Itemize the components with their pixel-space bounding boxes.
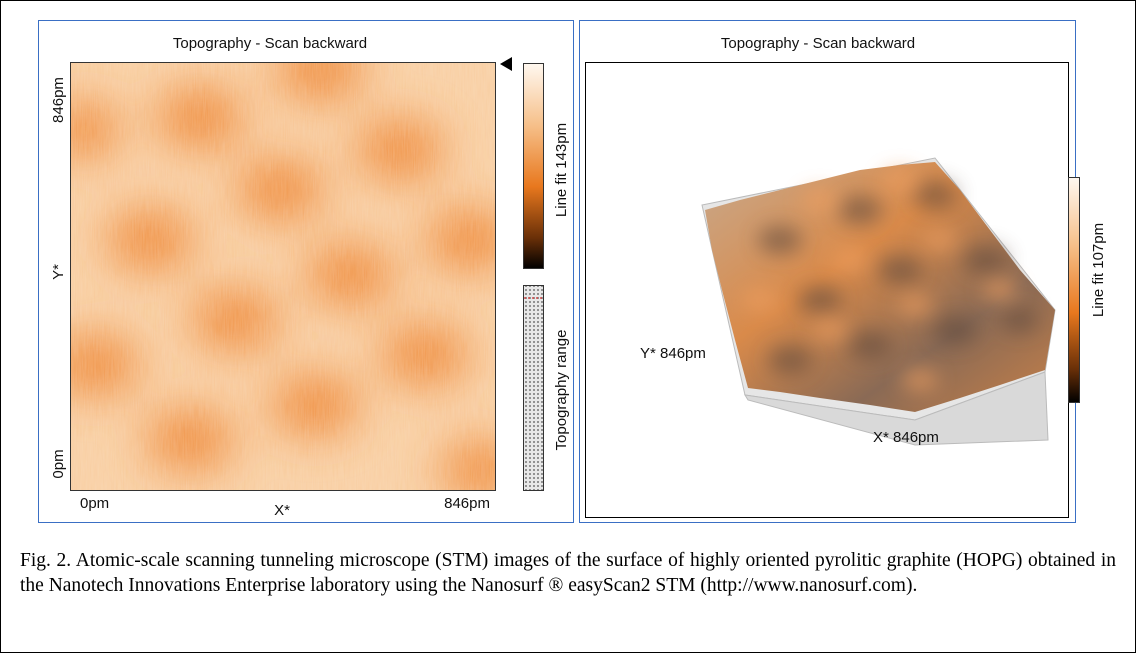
range-bar <box>524 286 544 491</box>
y-axis-label: Y* <box>50 264 67 280</box>
panel-title: Topography - Scan backward <box>721 35 915 52</box>
caption: Fig. 2. Atomic-scale scanning tunneling … <box>20 548 1116 598</box>
range-label: Topography range <box>553 330 570 451</box>
topography-map <box>50 38 520 500</box>
colorbar <box>524 64 544 269</box>
axis-label: X* 846pm <box>873 429 939 446</box>
colorbar-label: Line fit 107pm <box>1090 223 1107 317</box>
axis-label: Y* 846pm <box>640 345 706 362</box>
colorbar <box>1069 178 1080 403</box>
y-tick-label: 0pm <box>50 449 67 478</box>
x-axis-label: X* <box>274 502 290 519</box>
x-tick-label: 0pm <box>80 495 109 512</box>
panel-title: Topography - Scan backward <box>173 35 367 52</box>
page: Topography - Scan backward 846pm Y* 0pm … <box>0 0 1136 653</box>
colorbar-label: Line fit 143pm <box>553 123 570 217</box>
y-tick-label: 846pm <box>50 77 67 123</box>
x-tick-label: 846pm <box>444 495 490 512</box>
